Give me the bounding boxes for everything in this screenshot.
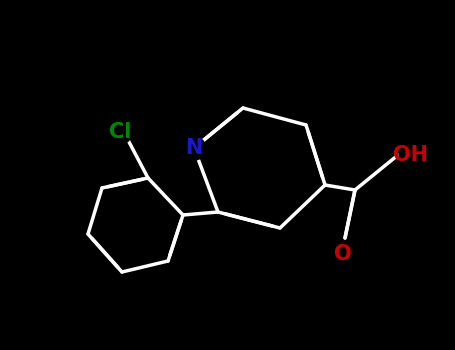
Text: OH: OH	[393, 145, 428, 165]
Text: Cl: Cl	[109, 122, 131, 142]
Text: O: O	[334, 244, 352, 264]
Text: N: N	[185, 138, 202, 158]
